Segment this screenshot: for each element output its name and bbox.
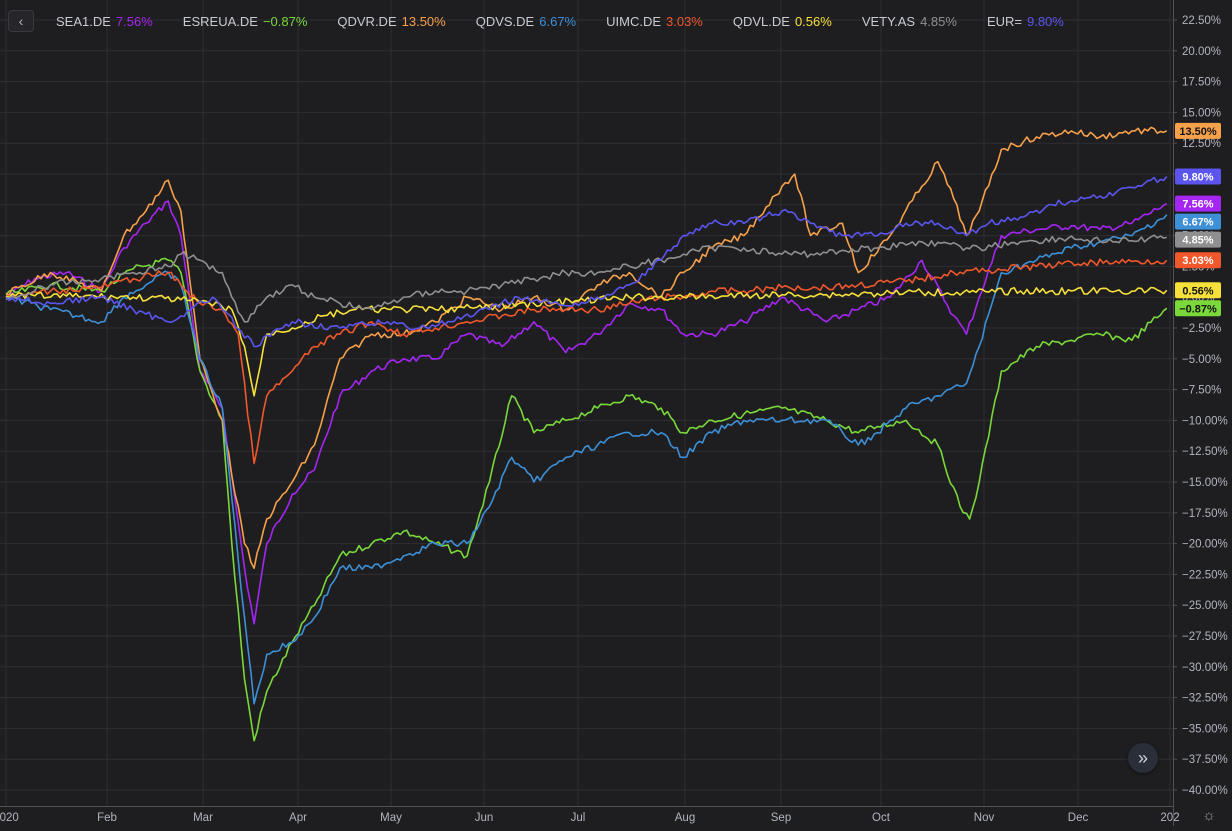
last-value-badge xyxy=(1175,300,1221,317)
y-tick-label: −32.50% xyxy=(1182,693,1228,705)
legend-value: 3.03% xyxy=(666,13,703,29)
y-tick-label: 12.50% xyxy=(1182,138,1221,150)
last-value-badge xyxy=(1175,213,1221,230)
last-value-label: 6.67% xyxy=(1182,217,1213,229)
x-tick-label: Jul xyxy=(571,812,586,824)
y-tick-label: 22.50% xyxy=(1182,15,1221,27)
y-tick-label: −30.00% xyxy=(1182,662,1228,674)
last-value-badge xyxy=(1175,282,1221,299)
x-tick-label: Dec xyxy=(1068,812,1089,824)
last-value-label: 9.80% xyxy=(1182,171,1213,183)
y-tick-label: −12.50% xyxy=(1182,446,1228,458)
last-value-label: 7.56% xyxy=(1182,199,1213,211)
legend-item[interactable]: SEA1.DE 7.56% xyxy=(56,14,153,29)
gear-icon[interactable]: ☼ xyxy=(1202,806,1216,824)
series-line-vety-as[interactable] xyxy=(5,234,1167,323)
y-tick-label: 17.50% xyxy=(1182,77,1221,89)
legend-item[interactable]: QDVL.DE 0.56% xyxy=(733,14,832,29)
legend-value: 7.56% xyxy=(115,13,153,29)
legend-symbol: VETY.AS xyxy=(861,13,916,29)
last-value-label: 4.85% xyxy=(1182,235,1213,247)
last-value-badge xyxy=(1175,231,1221,248)
chevron-left-icon: ‹ xyxy=(18,13,24,29)
x-tick-label: Apr xyxy=(289,812,307,824)
legend-item[interactable]: ESREUA.DE −0.87% xyxy=(183,14,308,29)
y-tick-label: −2.50% xyxy=(1182,323,1221,335)
y-tick-label: −37.50% xyxy=(1182,754,1228,766)
collapse-legend-button[interactable]: ‹ xyxy=(8,10,34,32)
legend-value: 6.67% xyxy=(539,13,577,29)
y-tick-label: 20.00% xyxy=(1182,46,1221,58)
legend-value: 0.56% xyxy=(794,13,832,29)
last-value-label: 3.03% xyxy=(1182,255,1213,267)
legend-symbol: ESREUA.DE xyxy=(182,13,258,29)
last-value-badge xyxy=(1175,168,1221,185)
y-tick-label: −27.50% xyxy=(1182,631,1228,643)
legend-item[interactable]: EUR= 9.80% xyxy=(987,14,1064,29)
scroll-to-realtime-button[interactable]: » xyxy=(1128,743,1158,773)
y-tick-label: −20.00% xyxy=(1182,539,1228,551)
legend-item[interactable]: QDVS.DE 6.67% xyxy=(476,14,576,29)
double-chevron-right-icon: » xyxy=(1137,747,1148,768)
last-value-label: 0.56% xyxy=(1182,285,1213,297)
y-tick-label: −25.00% xyxy=(1182,600,1228,612)
last-value-label: 13.50% xyxy=(1179,126,1217,138)
legend-items: SEA1.DE 7.56% ESREUA.DE −0.87% QDVR.DE 13.50%… xyxy=(56,14,1094,29)
legend-value: 9.80% xyxy=(1026,13,1064,29)
last-value-badge xyxy=(1175,122,1221,139)
legend-symbol: QDVL.DE xyxy=(732,13,790,29)
x-tick-label: Oct xyxy=(872,812,891,824)
x-tick-label: Aug xyxy=(675,812,695,824)
legend-value: 13.50% xyxy=(401,13,446,29)
legend-symbol: QDVR.DE xyxy=(337,13,397,29)
x-tick-label: 202 xyxy=(1160,812,1179,824)
x-tick-label: 2020 xyxy=(0,812,19,824)
y-tick-label: −5.00% xyxy=(1182,354,1221,366)
y-tick-label: −17.50% xyxy=(1182,508,1228,520)
y-tick-label: −10.00% xyxy=(1182,415,1228,427)
y-tick-label: 15.00% xyxy=(1182,107,1221,119)
legend-item[interactable]: UIMC.DE 3.03% xyxy=(606,14,703,29)
legend-item[interactable]: QDVR.DE 13.50% xyxy=(337,14,445,29)
x-tick-label: Mar xyxy=(193,812,213,824)
y-tick-label: −22.50% xyxy=(1182,569,1228,581)
x-tick-label: Sep xyxy=(771,812,791,824)
series-line-uimc-de[interactable] xyxy=(5,258,1168,465)
legend-symbol: EUR= xyxy=(986,13,1022,29)
y-tick-label: −35.00% xyxy=(1182,723,1228,735)
x-tick-label: Feb xyxy=(97,812,117,824)
legend-symbol: UIMC.DE xyxy=(606,13,661,29)
y-tick-label: −7.50% xyxy=(1182,385,1221,397)
y-tick-label: −15.00% xyxy=(1182,477,1228,489)
legend-bar: ‹ SEA1.DE 7.56% ESREUA.DE −0.87% QDVR.DE 13.5… xyxy=(8,9,1094,33)
last-value-label: −0.87% xyxy=(1179,303,1217,315)
x-tick-label: Jun xyxy=(475,812,494,824)
series-line-esreua-de[interactable] xyxy=(5,257,1168,742)
x-tick-label: May xyxy=(380,812,402,824)
legend-symbol: QDVS.DE xyxy=(475,13,535,29)
series-line-eur-[interactable] xyxy=(5,175,1168,348)
last-value-badge xyxy=(1175,252,1221,269)
y-tick-label: −40.00% xyxy=(1182,785,1228,797)
last-value-badge xyxy=(1175,195,1221,212)
legend-symbol: SEA1.DE xyxy=(56,13,111,29)
x-tick-label: Nov xyxy=(974,812,995,824)
legend-value: −0.87% xyxy=(262,13,308,29)
series-line-qdvs-de[interactable] xyxy=(5,214,1168,705)
legend-value: 4.85% xyxy=(920,13,957,29)
legend-item[interactable]: VETY.AS 4.85% xyxy=(862,14,957,29)
